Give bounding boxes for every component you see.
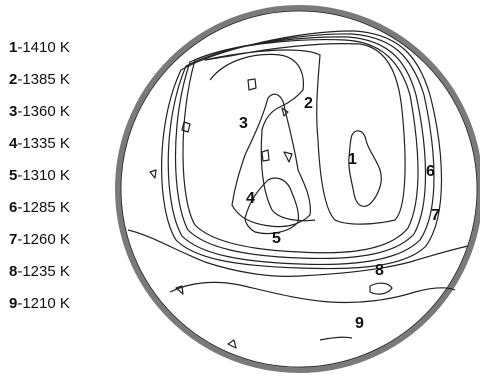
- contour-label-3: 3: [239, 115, 248, 132]
- isotherm-contours: [127, 30, 469, 349]
- crucible-rim: [115, 5, 480, 373]
- contour-label-8: 8: [375, 262, 384, 279]
- contour-label-5: 5: [272, 230, 281, 247]
- legend-item-7: 7-1260 K: [9, 231, 70, 248]
- crucible-inner-edge: [120, 10, 478, 368]
- contour-label-2: 2: [304, 95, 313, 112]
- contour-label-7: 7: [431, 207, 440, 224]
- legend-item-1: 1-1410 K: [9, 39, 70, 56]
- legend-item-8: 8-1235 K: [9, 263, 70, 280]
- contour-label-9: 9: [355, 315, 364, 332]
- contour-label-4: 4: [246, 190, 255, 207]
- legend-item-4: 4-1335 K: [9, 135, 70, 152]
- legend-item-5: 5-1310 K: [9, 167, 70, 184]
- legend-item-9: 9-1210 K: [9, 295, 70, 312]
- contour-label-1: 1: [348, 151, 357, 168]
- contour-label-6: 6: [426, 163, 435, 180]
- legend-item-3: 3-1360 K: [9, 103, 70, 120]
- legend-item-6: 6-1285 K: [9, 199, 70, 216]
- legend-item-2: 2-1385 K: [9, 71, 70, 88]
